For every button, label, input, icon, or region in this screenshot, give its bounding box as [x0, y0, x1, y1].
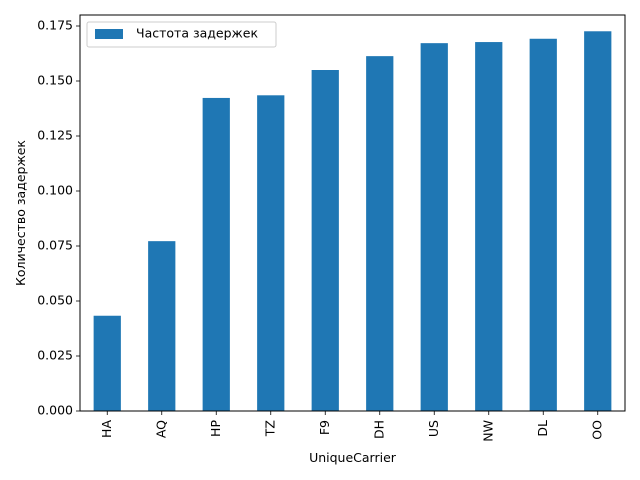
legend-swatch [95, 29, 123, 39]
bar-tz [257, 95, 285, 412]
bar-ha [93, 315, 121, 411]
x-axis-label: UniqueCarrier [309, 450, 397, 465]
y-tick-label: 0.150 [37, 73, 73, 88]
x-tick-label: DL [535, 420, 550, 437]
legend: Частота задержек [86, 21, 277, 48]
x-tick-label: AQ [153, 420, 168, 438]
x-tick-label: NW [480, 420, 495, 442]
x-axis: HA AQ HP TZ F9 DH US NW DL OO [99, 411, 604, 442]
bar-dh [366, 56, 394, 411]
y-tick-label: 0.000 [37, 403, 73, 418]
y-tick-label: 0.100 [37, 183, 73, 198]
y-tick-label: 0.125 [37, 128, 73, 143]
bar-hp [202, 97, 230, 411]
x-tick-label: HP [208, 420, 223, 437]
bar-nw [475, 42, 503, 412]
legend-box [86, 21, 277, 48]
bar-us [420, 43, 448, 411]
x-tick-label: HA [99, 420, 114, 438]
bar-f9 [311, 70, 339, 411]
y-tick-label: 0.050 [37, 293, 73, 308]
y-tick-label: 0.075 [37, 238, 73, 253]
y-axis-label: Количество задержек [13, 140, 28, 286]
plot-frame [79, 14, 626, 412]
bar-aq [148, 241, 176, 411]
x-tick-label: TZ [262, 420, 277, 437]
bar-dl [529, 38, 557, 411]
x-tick-label: F9 [317, 420, 332, 435]
bars-group [93, 31, 612, 412]
legend-label: Частота задержек [136, 26, 258, 41]
y-axis: 0.000 0.025 0.050 0.075 0.100 0.125 0.150 0.175 [37, 18, 80, 418]
y-tick-label: 0.175 [37, 18, 73, 33]
bar-oo [584, 31, 612, 412]
x-tick-label: US [426, 420, 441, 437]
x-tick-label: OO [589, 420, 604, 440]
y-tick-label: 0.025 [37, 348, 73, 363]
x-tick-label: DH [371, 420, 386, 439]
